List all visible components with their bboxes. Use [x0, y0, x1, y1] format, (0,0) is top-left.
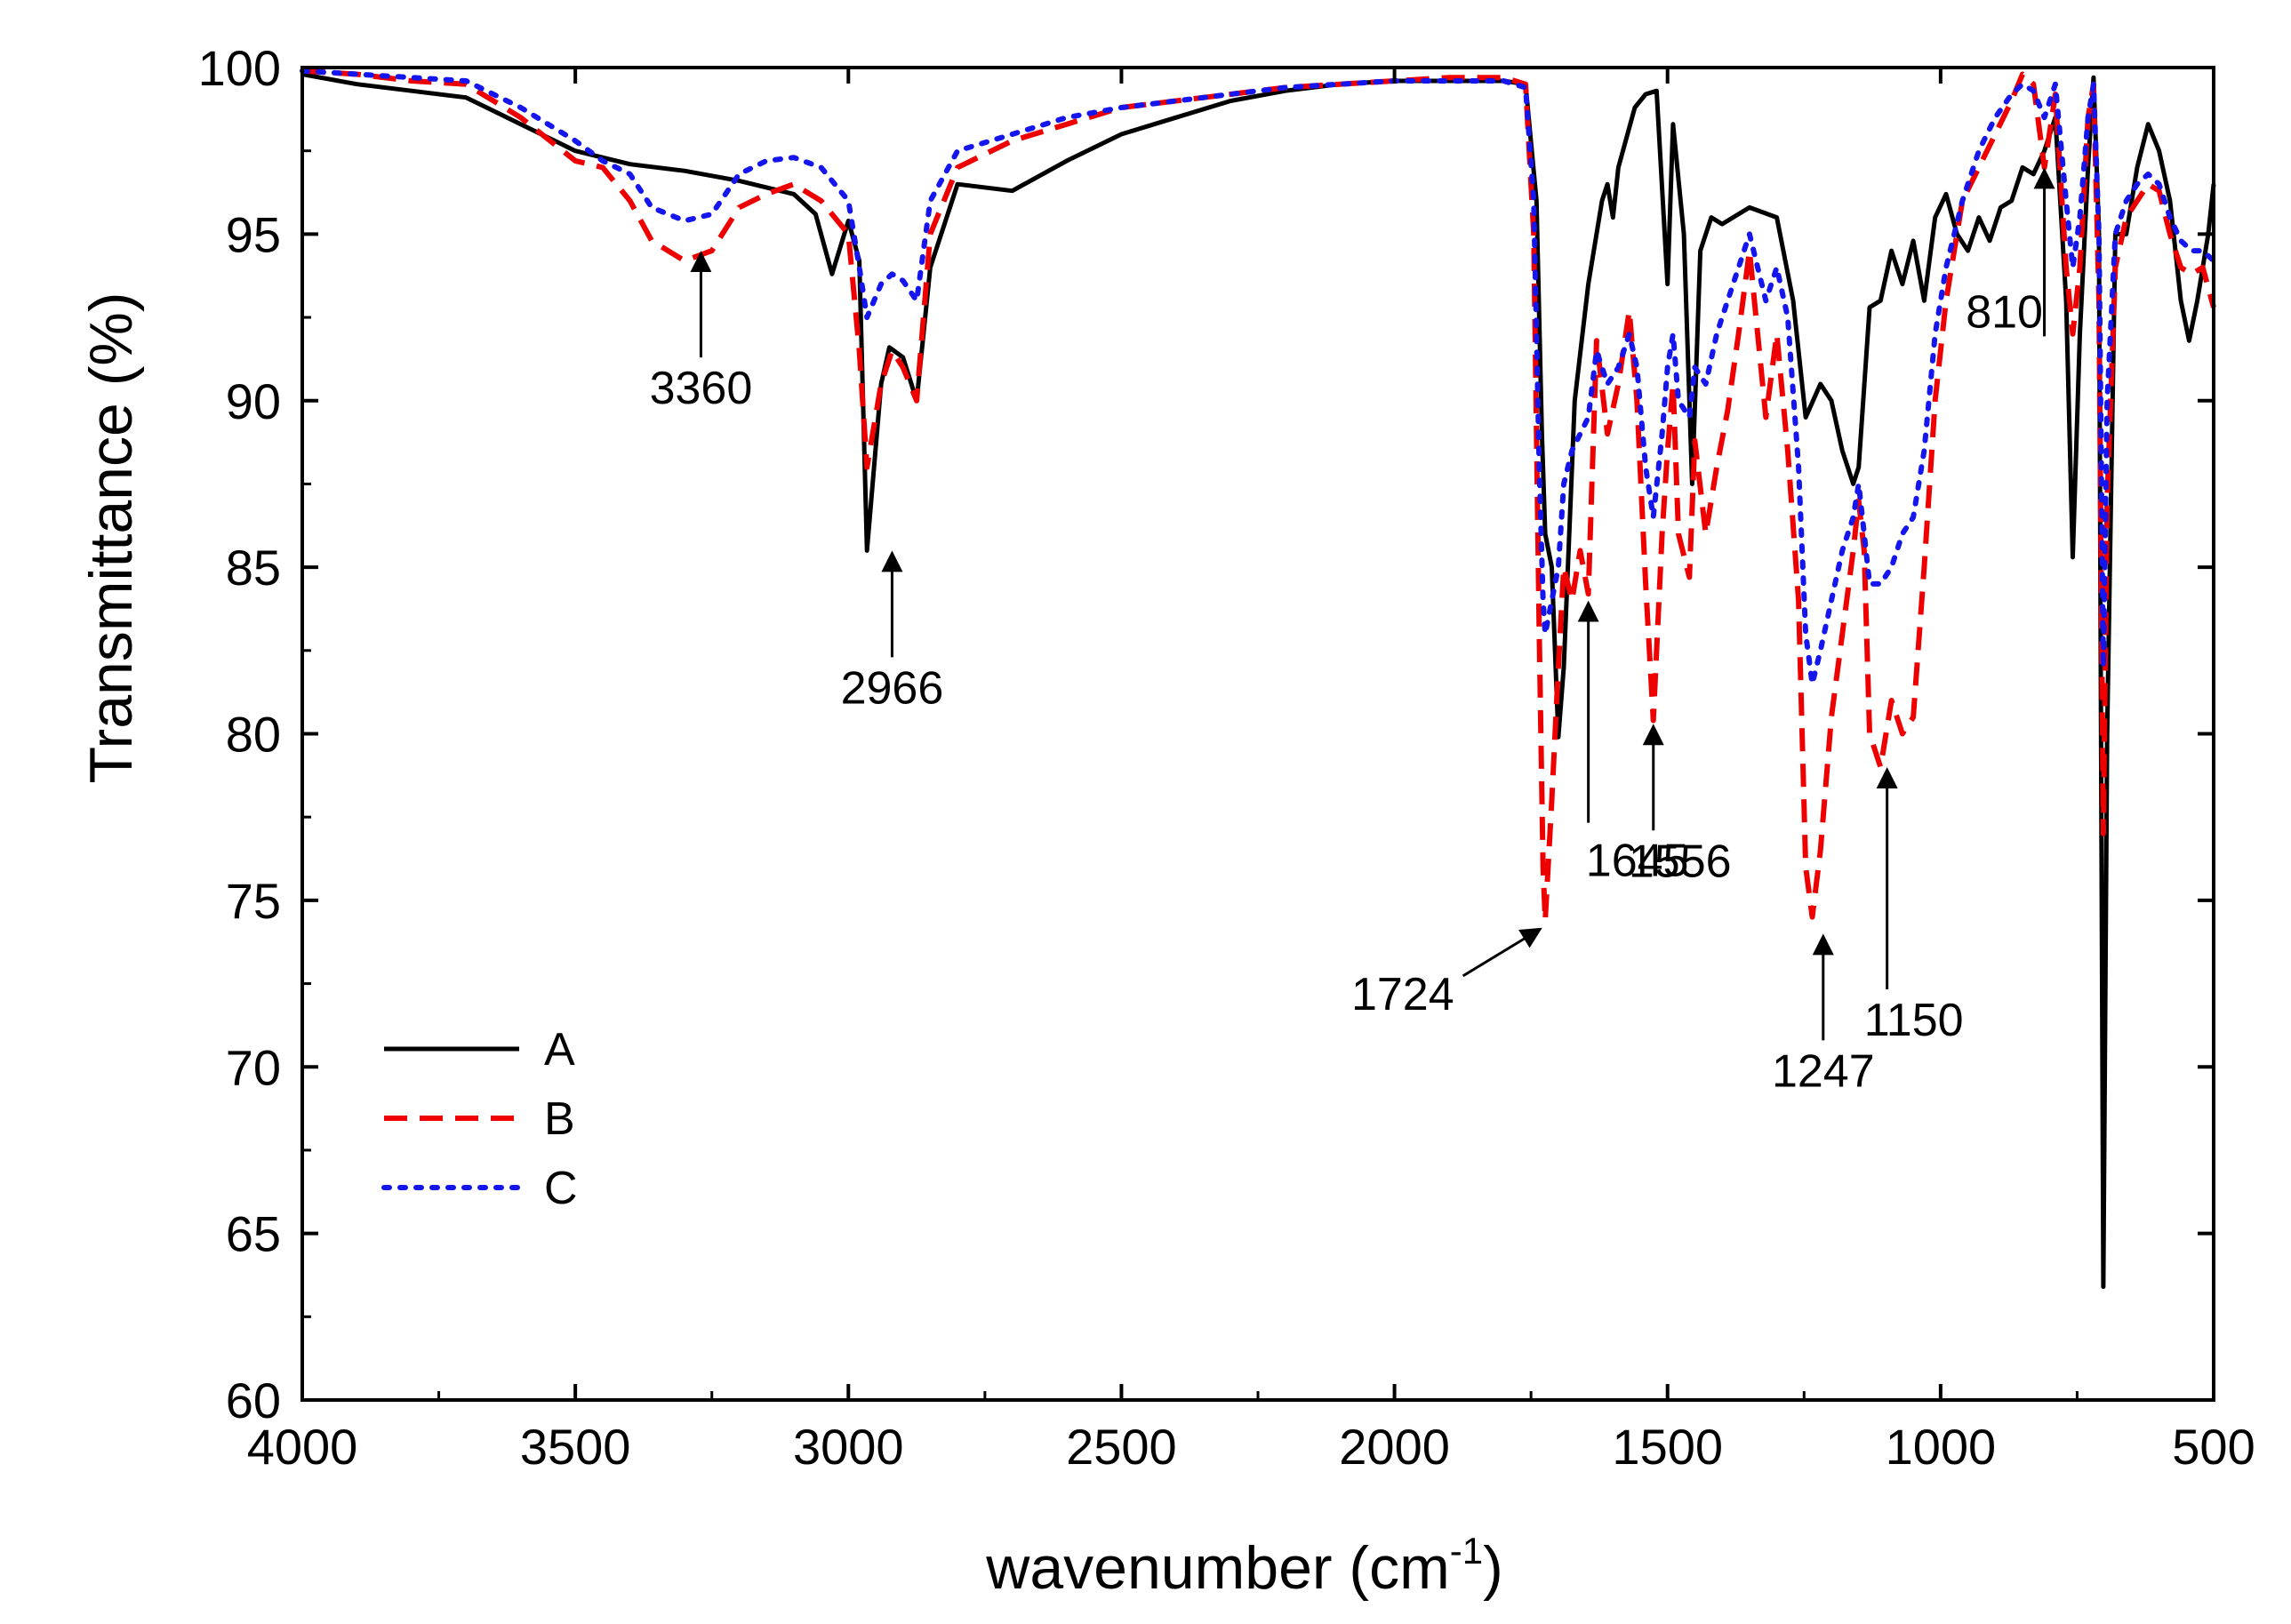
annotation-arrow	[1462, 927, 1542, 978]
y-tick-label: 90	[226, 373, 281, 429]
annotation-label: 3360	[650, 363, 753, 414]
x-axis-title: wavenumber (cm-1)	[985, 1530, 1503, 1602]
x-tick-label: 3500	[520, 1419, 631, 1475]
x-tick-label: 1000	[1886, 1419, 1997, 1475]
y-tick-label: 100	[198, 40, 281, 96]
y-tick-label: 60	[226, 1372, 281, 1428]
y-tick-label: 70	[226, 1039, 281, 1095]
y-tick-label: 75	[226, 873, 281, 929]
annotation-label: 810	[1966, 286, 2043, 338]
x-tick-label: 500	[2172, 1419, 2255, 1475]
legend-label-A: A	[544, 1024, 575, 1076]
x-tick-label: 2000	[1339, 1419, 1450, 1475]
legend: ABC	[381, 1024, 578, 1214]
legend-label-C: C	[544, 1163, 578, 1214]
annotation-label: 1150	[1864, 995, 1964, 1046]
y-axis-title: Transmittance (%)	[77, 292, 145, 784]
annotation-label: 1645	[1586, 836, 1689, 887]
annotation-label: 1556	[1629, 836, 1732, 887]
annotation-label: 1724	[1351, 969, 1454, 1020]
y-tick-label: 95	[226, 206, 281, 262]
tick-layer: 4000 3500 3000 2500 2000 1500 1000 500 60 65 70 75 8…	[198, 40, 2255, 1475]
annotation-label: 2966	[841, 662, 944, 714]
legend-label-B: B	[544, 1093, 575, 1145]
x-tick-label: 1500	[1612, 1419, 1723, 1475]
series-C-line	[300, 68, 2216, 687]
series-A-line	[301, 72, 2216, 1290]
series-layer	[300, 68, 2216, 1290]
y-tick-label: 85	[226, 540, 281, 596]
x-tick-label: 3000	[793, 1419, 904, 1475]
annotation-label: 1247	[1772, 1045, 1875, 1097]
x-tick-label: 4000	[247, 1419, 358, 1475]
y-tick-label: 80	[226, 707, 281, 763]
y-tick-label: 65	[226, 1206, 281, 1262]
x-tick-label: 2500	[1066, 1419, 1177, 1475]
